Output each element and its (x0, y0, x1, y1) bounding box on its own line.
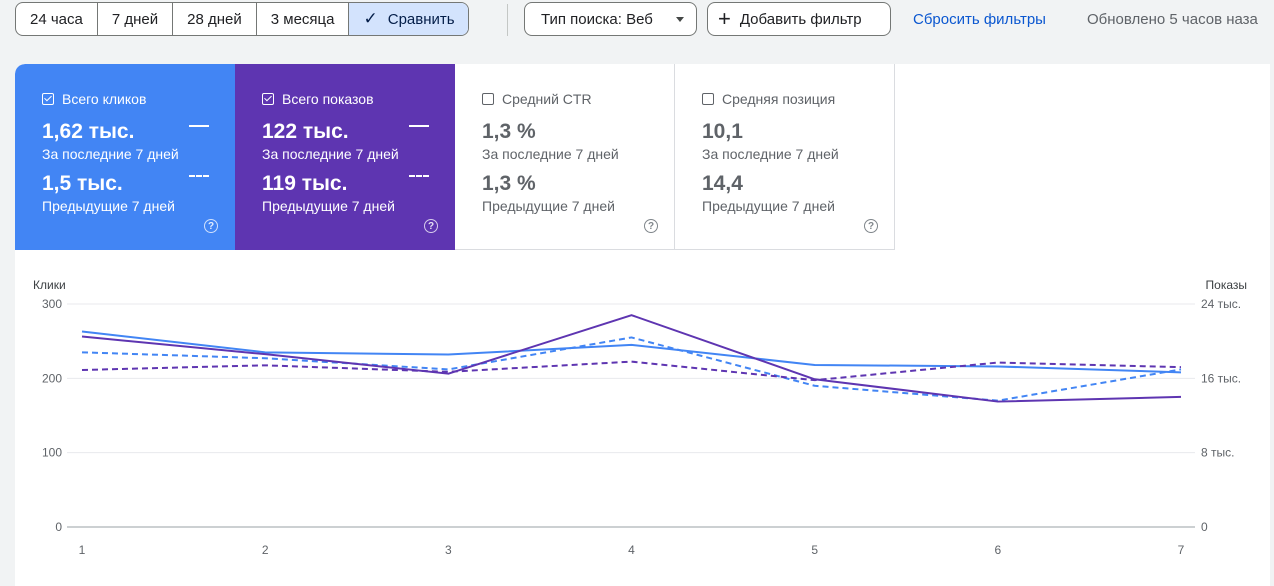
y-axis-left-title: Клики (33, 278, 66, 292)
compare-button[interactable]: ✓ Сравнить (349, 3, 468, 35)
search-type-label: Тип поиска: Веб (541, 10, 653, 28)
reset-filters-link[interactable]: Сбросить фильтры (913, 11, 1046, 28)
ctr-prev-value: 1,3 % (482, 172, 536, 195)
search-type-dropdown[interactable]: Тип поиска: Веб (524, 2, 697, 36)
metric-card-position[interactable]: Средняя позиция 10,1 За последние 7 дней… (675, 64, 895, 250)
clicks-label: Всего кликов (62, 91, 147, 107)
help-icon[interactable]: ? (204, 219, 218, 233)
impressions-value: 122 тыс. (262, 120, 349, 143)
ctr-period: За последние 7 дней (482, 146, 619, 162)
date-range-24h-button[interactable]: 24 часа (16, 3, 98, 35)
position-label: Средняя позиция (722, 91, 836, 107)
add-filter-label: Добавить фильтр (739, 10, 862, 28)
add-filter-button[interactable]: + Добавить фильтр (707, 2, 891, 36)
compare-label: Сравнить (387, 10, 455, 28)
y-left-tick-label: 0 (55, 520, 62, 534)
date-range-7d-button[interactable]: 7 дней (98, 3, 174, 35)
date-range-selector: 24 часа 7 дней 28 дней 3 месяца ✓ Сравни… (15, 2, 469, 36)
x-tick-label: 6 (994, 543, 1001, 557)
y-left-tick-label: 200 (42, 371, 62, 385)
series-line-clicks-dashed[interactable] (81, 336, 1182, 402)
dropdown-arrow-icon (676, 17, 684, 22)
position-prev-period: Предыдущие 7 дней (702, 198, 835, 214)
x-tick-label: 7 (1178, 543, 1185, 557)
ctr-value: 1,3 % (482, 120, 536, 143)
y-right-tick-label: 24 тыс. (1201, 297, 1241, 311)
performance-chart[interactable]: Клики Показы 0 0 100 8 тыс. 200 16 тыс. 300 24 … (15, 64, 1270, 586)
clicks-prev-period: Предыдущие 7 дней (42, 198, 175, 214)
clicks-period: За последние 7 дней (42, 146, 179, 162)
date-range-28d-button[interactable]: 28 дней (173, 3, 257, 35)
solid-line-legend-icon (189, 125, 209, 127)
y-left-tick-label: 300 (42, 297, 62, 311)
impressions-label: Всего показов (282, 91, 374, 107)
metric-card-impressions[interactable]: Всего показов 122 тыс. За последние 7 дн… (235, 64, 455, 250)
clicks-checkbox[interactable] (42, 93, 54, 105)
impressions-prev-period: Предыдущие 7 дней (262, 198, 395, 214)
x-tick-label: 5 (811, 543, 818, 557)
y-axis-right-title: Показы (1206, 278, 1247, 292)
help-icon[interactable]: ? (644, 219, 658, 233)
help-icon[interactable]: ? (864, 219, 878, 233)
toolbar-divider (507, 4, 508, 36)
performance-panel: Всего кликов 1,62 тыс. За последние 7 дн… (15, 64, 1270, 586)
ctr-label: Средний CTR (502, 91, 592, 107)
clicks-value: 1,62 тыс. (42, 120, 135, 143)
x-tick-label: 1 (79, 543, 86, 557)
position-value: 10,1 (702, 120, 743, 143)
ctr-checkbox[interactable] (482, 93, 494, 105)
date-range-3m-button[interactable]: 3 месяца (257, 3, 350, 35)
y-left-tick-label: 100 (42, 446, 62, 460)
y-right-tick-label: 0 (1201, 520, 1208, 534)
position-period: За последние 7 дней (702, 146, 839, 162)
series-line-impressions-solid[interactable] (81, 314, 1182, 403)
checkmark-icon: ✓ (363, 9, 378, 28)
metric-card-ctr[interactable]: Средний CTR 1,3 % За последние 7 дней 1,… (455, 64, 675, 250)
dashed-line-legend-icon (409, 175, 429, 177)
x-tick-label: 4 (628, 543, 635, 557)
impressions-period: За последние 7 дней (262, 146, 399, 162)
x-tick-label: 2 (262, 543, 269, 557)
impressions-prev-value: 119 тыс. (262, 172, 348, 195)
impressions-checkbox[interactable] (262, 93, 274, 105)
x-tick-label: 3 (445, 543, 452, 557)
position-checkbox[interactable] (702, 93, 714, 105)
plus-icon: + (718, 6, 731, 31)
position-prev-value: 14,4 (702, 172, 743, 195)
y-right-tick-label: 16 тыс. (1201, 371, 1241, 385)
ctr-prev-period: Предыдущие 7 дней (482, 198, 615, 214)
series-line-clicks-solid[interactable] (81, 330, 1182, 374)
toolbar: 24 часа 7 дней 28 дней 3 месяца ✓ Сравни… (0, 0, 1274, 40)
series-line-impressions-dashed[interactable] (81, 360, 1182, 382)
clicks-prev-value: 1,5 тыс. (42, 172, 123, 195)
dashed-line-legend-icon (189, 175, 209, 177)
help-icon[interactable]: ? (424, 219, 438, 233)
last-updated-text: Обновлено 5 часов наза (1087, 11, 1258, 28)
y-right-tick-label: 8 тыс. (1201, 446, 1234, 460)
metric-card-clicks[interactable]: Всего кликов 1,62 тыс. За последние 7 дн… (15, 64, 235, 250)
solid-line-legend-icon (409, 125, 429, 127)
